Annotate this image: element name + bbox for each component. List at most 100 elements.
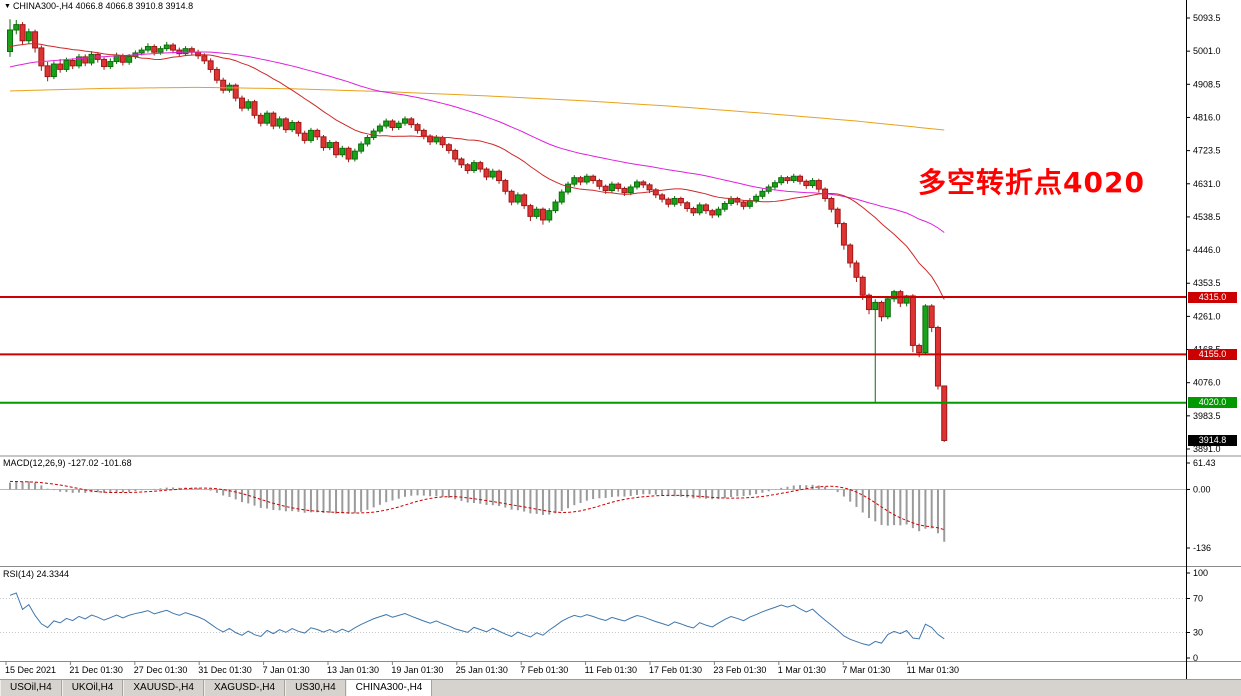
candle-body bbox=[345, 147, 352, 160]
candle-body bbox=[126, 56, 133, 63]
candle-body bbox=[107, 61, 114, 68]
price-axis-label: 4816.0 bbox=[1193, 112, 1221, 122]
candle-body bbox=[320, 136, 327, 149]
candle-body bbox=[634, 181, 640, 188]
time-axis-label[interactable]: 13 Jan 01:30 bbox=[327, 665, 379, 675]
ma-mid-line bbox=[9, 51, 945, 233]
candle-body bbox=[69, 59, 76, 67]
time-axis-label[interactable]: 7 Jan 01:30 bbox=[263, 665, 310, 675]
candle-body bbox=[527, 205, 534, 217]
candle-body bbox=[339, 147, 346, 156]
candle-body bbox=[546, 210, 553, 221]
time-axis-label[interactable]: 17 Feb 01:30 bbox=[649, 665, 702, 675]
chart-tab-xauusd-h4[interactable]: XAUUSD-,H4 bbox=[123, 680, 204, 696]
candle-body bbox=[213, 68, 220, 81]
candle-body bbox=[815, 180, 822, 190]
candle-body bbox=[922, 305, 929, 354]
candle-body bbox=[483, 168, 490, 178]
candle-body bbox=[784, 177, 791, 182]
time-axis-label[interactable]: 7 Mar 01:30 bbox=[842, 665, 890, 675]
time-axis-label[interactable]: 21 Dec 01:30 bbox=[69, 665, 123, 675]
price-axis-label: 4353.5 bbox=[1193, 278, 1221, 288]
candle-body bbox=[25, 31, 32, 42]
time-axis-label[interactable]: 7 Feb 01:30 bbox=[520, 665, 568, 675]
candle-body bbox=[759, 190, 766, 197]
candle-body bbox=[790, 175, 797, 182]
candle-body bbox=[38, 47, 45, 67]
candle-body bbox=[934, 326, 941, 387]
rsi-axis-label: 70 bbox=[1193, 594, 1203, 604]
candle-body bbox=[627, 186, 634, 194]
candle-body bbox=[740, 201, 747, 207]
candle-body bbox=[828, 197, 835, 210]
candle-body bbox=[533, 208, 540, 217]
candle-body bbox=[659, 194, 666, 200]
candle-body bbox=[402, 118, 409, 124]
candle-body bbox=[44, 65, 51, 78]
candle-body bbox=[88, 53, 95, 64]
candle-body bbox=[797, 175, 804, 182]
candle-body bbox=[684, 202, 691, 210]
price-axis-label: 5001.0 bbox=[1193, 46, 1221, 56]
price-axis-label: 4631.0 bbox=[1193, 179, 1221, 189]
time-axis-label[interactable]: 23 Feb 01:30 bbox=[713, 665, 766, 675]
chart-tab-usoil-h4[interactable]: USOil,H4 bbox=[0, 680, 62, 696]
ma-slow-line bbox=[9, 86, 945, 131]
candle-body bbox=[865, 294, 872, 311]
chart-tab-ukoil-h4[interactable]: UKOil,H4 bbox=[61, 680, 124, 696]
candle-body bbox=[571, 177, 578, 185]
candle-body bbox=[408, 118, 415, 126]
candle-body bbox=[502, 180, 509, 192]
candle-body bbox=[301, 132, 308, 141]
candle-body bbox=[665, 198, 672, 205]
candle-body bbox=[251, 101, 258, 116]
candle-body bbox=[753, 195, 760, 202]
candle-body bbox=[245, 101, 252, 109]
candle-body bbox=[884, 298, 891, 318]
chart-tab-us30-h4[interactable]: US30,H4 bbox=[285, 680, 346, 696]
time-axis-label[interactable]: 27 Dec 01:30 bbox=[134, 665, 188, 675]
chart-tab-strip: USOil,H4 UKOil,H4 XAUUSD-,H4 XAGUSD-,H4 US30… bbox=[0, 679, 1241, 696]
candle-body bbox=[696, 204, 703, 214]
candle-body bbox=[13, 24, 20, 31]
candle-body bbox=[677, 197, 684, 204]
candle-body bbox=[201, 55, 208, 62]
current-price-badge: 3914.8 bbox=[1188, 434, 1237, 446]
macd-axis-label: 0.00 bbox=[1193, 484, 1211, 494]
candle-body bbox=[7, 29, 13, 53]
candle-body bbox=[427, 135, 434, 143]
candle-body bbox=[621, 187, 628, 194]
candle-body bbox=[276, 118, 283, 127]
dropdown-triangle-icon[interactable]: ▼ bbox=[4, 3, 11, 10]
time-axis-label[interactable]: 1 Mar 01:30 bbox=[778, 665, 826, 675]
candle-body bbox=[709, 210, 716, 216]
chart-tab-china300-h4[interactable]: CHINA300-,H4 bbox=[345, 680, 433, 696]
price-badge-4315: 4315.0 bbox=[1188, 291, 1237, 303]
candle-body bbox=[916, 344, 923, 354]
time-axis-label[interactable]: 19 Jan 01:30 bbox=[391, 665, 443, 675]
time-axis-label[interactable]: 25 Jan 01:30 bbox=[456, 665, 508, 675]
chart-title-text: CHINA300-,H4 4066.8 4066.8 3910.8 3914.8 bbox=[12, 1, 194, 11]
time-axis-label[interactable]: 31 Dec 01:30 bbox=[198, 665, 252, 675]
candle-body bbox=[590, 175, 597, 182]
time-axis-label[interactable]: 11 Feb 01:30 bbox=[585, 665, 637, 675]
candle-body bbox=[878, 301, 885, 318]
candle-body bbox=[514, 194, 521, 203]
candle-body bbox=[113, 55, 120, 63]
candle-body bbox=[82, 56, 89, 64]
time-axis-label[interactable]: 15 Dec 2021 bbox=[5, 665, 56, 675]
candle-body bbox=[383, 120, 390, 127]
price-axis-label: 3983.5 bbox=[1193, 411, 1221, 421]
time-axis-label[interactable]: 11 Mar 01:30 bbox=[907, 665, 959, 675]
candle-body bbox=[163, 44, 170, 50]
candle-body bbox=[376, 125, 383, 132]
candle-body bbox=[891, 291, 898, 300]
candle-body bbox=[358, 143, 365, 152]
candle-body bbox=[238, 97, 245, 109]
price-axis-label: 3891.0 bbox=[1193, 444, 1221, 454]
chart-tab-xagusd-h4[interactable]: XAGUSD-,H4 bbox=[203, 680, 286, 696]
candle-body bbox=[521, 194, 528, 207]
candle-body bbox=[771, 182, 778, 188]
candle-body bbox=[872, 301, 879, 311]
